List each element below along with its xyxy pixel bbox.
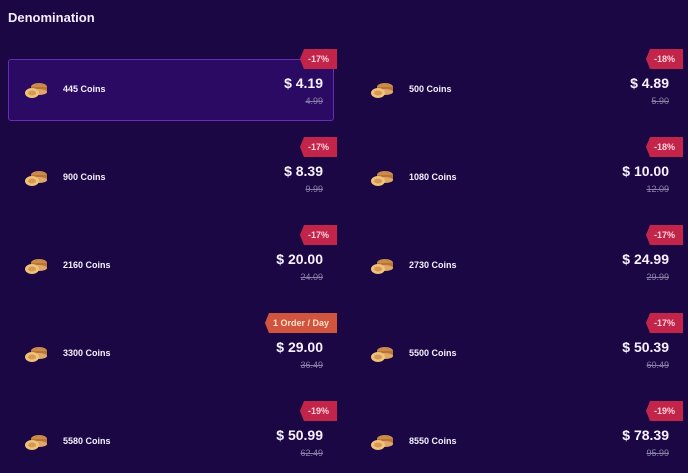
- denomination-name: 8550 Coins: [409, 436, 457, 446]
- denomination-name: 2160 Coins: [63, 260, 111, 270]
- original-price: 24.09: [300, 272, 323, 282]
- original-price: 36.49: [300, 360, 323, 370]
- original-price: 12.09: [646, 184, 669, 194]
- coin-stack-icon: [25, 259, 47, 274]
- denomination-option[interactable]: 3300 Coins $ 29.00 36.49 1 Order / Day: [8, 313, 337, 385]
- coin-stack-icon: [371, 171, 393, 186]
- denomination-option[interactable]: 1080 Coins $ 10.00 12.09 -18%: [354, 137, 683, 209]
- denomination-name: 3300 Coins: [63, 348, 111, 358]
- discount-badge: -19%: [645, 401, 683, 421]
- original-price: 60.49: [646, 360, 669, 370]
- price: $ 29.00: [276, 339, 323, 355]
- order-limit-badge: 1 Order / Day: [264, 313, 337, 333]
- denomination-option[interactable]: 900 Coins $ 8.39 9.99 -17%: [8, 137, 337, 209]
- price: $ 20.00: [276, 251, 323, 267]
- original-price: 95.99: [646, 448, 669, 458]
- original-price: 29.99: [646, 272, 669, 282]
- discount-badge: -19%: [299, 401, 337, 421]
- discount-badge: -17%: [299, 137, 337, 157]
- coin-stack-icon: [25, 83, 47, 98]
- discount-badge: -18%: [645, 137, 683, 157]
- original-price: 9.99: [305, 184, 323, 194]
- price: $ 10.00: [622, 163, 669, 179]
- price: $ 50.99: [276, 427, 323, 443]
- denomination-option[interactable]: 5500 Coins $ 50.39 60.49 -17%: [354, 313, 683, 385]
- denomination-option[interactable]: 5580 Coins $ 50.99 62.49 -19%: [8, 401, 337, 473]
- price: $ 8.39: [284, 163, 323, 179]
- section-title: Denomination: [8, 10, 95, 25]
- coin-stack-icon: [371, 347, 393, 362]
- original-price: 62.49: [300, 448, 323, 458]
- coin-stack-icon: [25, 347, 47, 362]
- price: $ 50.39: [622, 339, 669, 355]
- discount-badge: -17%: [299, 225, 337, 245]
- coin-stack-icon: [371, 83, 393, 98]
- denomination-name: 2730 Coins: [409, 260, 457, 270]
- original-price: 5.90: [651, 96, 669, 106]
- coin-stack-icon: [371, 435, 393, 450]
- price: $ 4.19: [284, 75, 323, 91]
- price: $ 4.89: [630, 75, 669, 91]
- denomination-option[interactable]: 2160 Coins $ 20.00 24.09 -17%: [8, 225, 337, 297]
- denomination-grid: 445 Coins $ 4.19 4.99 -17% 500 Coins $ 4…: [8, 48, 683, 473]
- denomination-option[interactable]: 8550 Coins $ 78.39 95.99 -19%: [354, 401, 683, 473]
- denomination-name: 500 Coins: [409, 84, 452, 94]
- price: $ 24.99: [622, 251, 669, 267]
- denomination-name: 1080 Coins: [409, 172, 457, 182]
- denomination-option[interactable]: 500 Coins $ 4.89 5.90 -18%: [354, 49, 683, 121]
- discount-badge: -18%: [645, 49, 683, 69]
- denomination-name: 445 Coins: [63, 84, 106, 94]
- coin-stack-icon: [25, 435, 47, 450]
- denomination-option[interactable]: 445 Coins $ 4.19 4.99 -17%: [8, 49, 337, 121]
- discount-badge: -17%: [645, 313, 683, 333]
- price: $ 78.39: [622, 427, 669, 443]
- denomination-option[interactable]: 2730 Coins $ 24.99 29.99 -17%: [354, 225, 683, 297]
- coin-stack-icon: [371, 259, 393, 274]
- denomination-name: 5580 Coins: [63, 436, 111, 446]
- discount-badge: -17%: [299, 49, 337, 69]
- denomination-name: 900 Coins: [63, 172, 106, 182]
- coin-stack-icon: [25, 171, 47, 186]
- denomination-name: 5500 Coins: [409, 348, 457, 358]
- original-price: 4.99: [305, 96, 323, 106]
- discount-badge: -17%: [645, 225, 683, 245]
